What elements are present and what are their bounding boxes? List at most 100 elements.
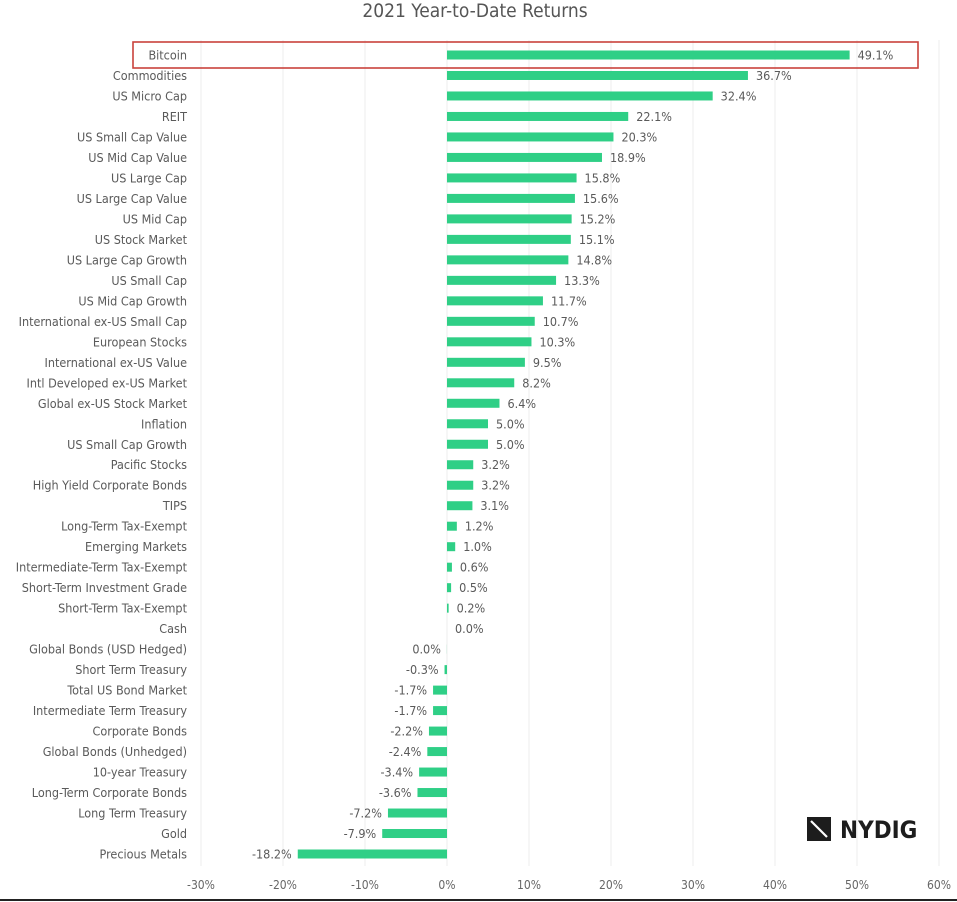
x-tick-label: 0% <box>438 878 455 892</box>
bar <box>433 706 447 716</box>
x-tick-label: 30% <box>681 878 705 892</box>
bar <box>447 193 575 203</box>
data-label: -1.7% <box>394 683 427 698</box>
data-label: -2.2% <box>390 724 423 739</box>
bar <box>447 521 457 531</box>
bar <box>447 111 629 121</box>
bar <box>447 316 535 326</box>
data-label: 0.0% <box>412 642 441 657</box>
data-label: 15.1% <box>579 232 615 247</box>
data-labels: 49.1% 36.7% 32.4% 22.1% 20.3% 18.9% 15.8% 15.6%… <box>252 48 894 862</box>
x-tick-label: -30% <box>187 878 215 892</box>
bar <box>447 50 850 60</box>
chart-title: 2021 Year-to-Date Returns <box>362 0 587 22</box>
category-label: Short-Term Investment Grade <box>22 580 187 595</box>
bar <box>447 460 474 470</box>
x-axis-ticks: -30% -20% -10% 0% 10% 20% 30% 40% 50% 60% <box>187 878 951 892</box>
nydig-logo-text: NYDIG <box>840 816 917 844</box>
category-label: US Mid Cap Value <box>88 150 187 165</box>
x-tick-label: 20% <box>599 878 623 892</box>
bar <box>428 726 447 736</box>
bar <box>447 296 543 306</box>
gridlines <box>200 40 940 866</box>
data-label: 15.2% <box>580 211 616 226</box>
data-label: -1.7% <box>394 703 427 718</box>
data-label: -18.2% <box>252 847 292 862</box>
bar <box>447 378 515 388</box>
category-label: Intl Developed ex-US Market <box>27 375 188 390</box>
data-label: -7.2% <box>349 806 382 821</box>
bar <box>297 849 447 859</box>
bar <box>447 234 571 244</box>
category-label: Precious Metals <box>100 847 188 862</box>
data-label: 20.3% <box>621 129 657 144</box>
bar <box>382 829 447 839</box>
category-label: Long-Term Corporate Bonds <box>32 785 187 800</box>
data-label: 1.0% <box>463 539 492 554</box>
data-label: 1.2% <box>465 519 494 534</box>
data-label: 22.1% <box>636 109 672 124</box>
category-label: US Large Cap Growth <box>67 252 187 267</box>
bar <box>427 747 447 757</box>
bar <box>419 767 447 777</box>
data-label: 5.0% <box>496 416 525 431</box>
category-label: REIT <box>162 109 187 124</box>
bar <box>447 562 452 572</box>
category-label: US Mid Cap <box>123 211 187 226</box>
bar <box>447 542 456 552</box>
data-label: 14.8% <box>576 252 612 267</box>
category-labels: Bitcoin Commodities US Micro Cap REIT US Sma… <box>16 48 188 862</box>
category-label: US Small Cap Value <box>77 129 187 144</box>
bar <box>447 501 473 511</box>
bar <box>417 788 447 798</box>
data-label: 3.1% <box>480 498 509 513</box>
bar <box>447 337 532 347</box>
bar <box>447 70 748 80</box>
category-label: US Stock Market <box>95 232 188 247</box>
category-label: Global ex-US Stock Market <box>38 396 188 411</box>
category-label: Emerging Markets <box>85 539 187 554</box>
category-label: Global Bonds (Unhedged) <box>43 744 187 759</box>
category-label: Corporate Bonds <box>92 724 187 739</box>
bar <box>387 808 447 818</box>
category-label: Short-Term Tax-Exempt <box>58 601 187 616</box>
category-label: Total US Bond Market <box>66 683 187 698</box>
data-label: 18.9% <box>610 150 646 165</box>
category-label: US Large Cap <box>111 170 187 185</box>
data-label: 3.2% <box>481 478 510 493</box>
category-label: European Stocks <box>93 334 187 349</box>
category-label: Short Term Treasury <box>75 662 187 677</box>
bar <box>447 357 525 367</box>
category-label: TIPS <box>162 498 187 513</box>
data-label: 32.4% <box>721 88 757 103</box>
data-label: -3.6% <box>379 785 412 800</box>
bars <box>297 50 850 859</box>
bar <box>447 439 488 449</box>
category-label: US Micro Cap <box>112 88 187 103</box>
data-label: 15.8% <box>585 170 621 185</box>
data-label: 15.6% <box>583 191 619 206</box>
data-label: -3.4% <box>380 765 413 780</box>
bar <box>447 91 713 101</box>
data-label: 49.1% <box>858 48 894 63</box>
bar <box>447 173 577 183</box>
category-label: Bitcoin <box>148 48 187 63</box>
bar <box>447 583 452 593</box>
category-label: Commodities <box>113 68 187 83</box>
category-label: Intermediate Term Treasury <box>33 703 187 718</box>
data-label: 10.7% <box>543 314 579 329</box>
data-label: 8.2% <box>522 375 551 390</box>
data-label: 0.5% <box>459 580 488 595</box>
category-label: US Small Cap <box>111 273 187 288</box>
x-tick-label: 60% <box>927 878 951 892</box>
category-label: Gold <box>161 826 187 841</box>
bar <box>447 480 474 490</box>
x-tick-label: -20% <box>269 878 297 892</box>
data-label: 6.4% <box>507 396 536 411</box>
category-label: 10-year Treasury <box>93 765 188 780</box>
bar <box>447 255 569 265</box>
data-label: 9.5% <box>533 355 562 370</box>
category-label: High Yield Corporate Bonds <box>33 478 187 493</box>
bar <box>447 275 557 285</box>
